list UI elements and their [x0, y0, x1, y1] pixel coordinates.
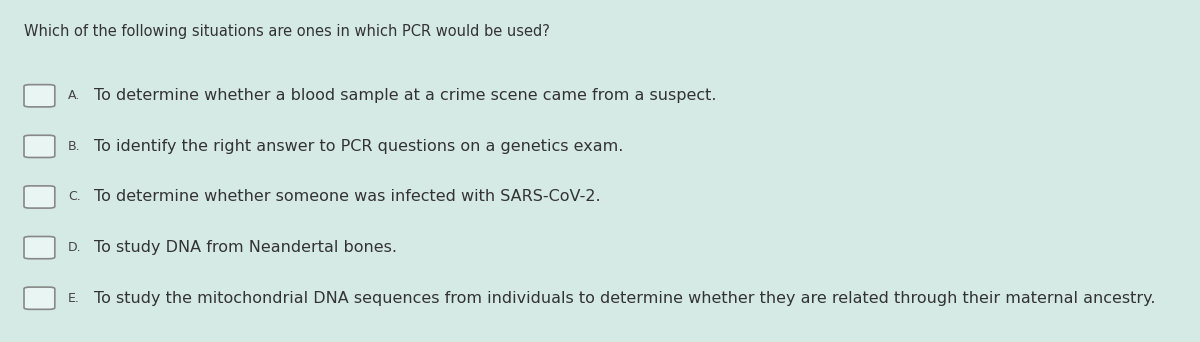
Text: C.: C.	[68, 190, 80, 203]
Text: Which of the following situations are ones in which PCR would be used?: Which of the following situations are on…	[24, 24, 550, 39]
Text: To identify the right answer to PCR questions on a genetics exam.: To identify the right answer to PCR ques…	[95, 139, 624, 154]
Text: A.: A.	[68, 89, 80, 102]
Text: E.: E.	[68, 292, 80, 305]
Text: D.: D.	[68, 241, 82, 254]
FancyBboxPatch shape	[24, 287, 55, 309]
FancyBboxPatch shape	[24, 237, 55, 259]
Text: B.: B.	[68, 140, 80, 153]
Text: To study the mitochondrial DNA sequences from individuals to determine whether t: To study the mitochondrial DNA sequences…	[95, 291, 1156, 306]
FancyBboxPatch shape	[24, 85, 55, 107]
Text: To determine whether a blood sample at a crime scene came from a suspect.: To determine whether a blood sample at a…	[95, 88, 716, 103]
FancyBboxPatch shape	[24, 135, 55, 157]
Text: To determine whether someone was infected with SARS-CoV-2.: To determine whether someone was infecte…	[95, 189, 601, 205]
FancyBboxPatch shape	[24, 186, 55, 208]
Text: To study DNA from Neandertal bones.: To study DNA from Neandertal bones.	[95, 240, 397, 255]
